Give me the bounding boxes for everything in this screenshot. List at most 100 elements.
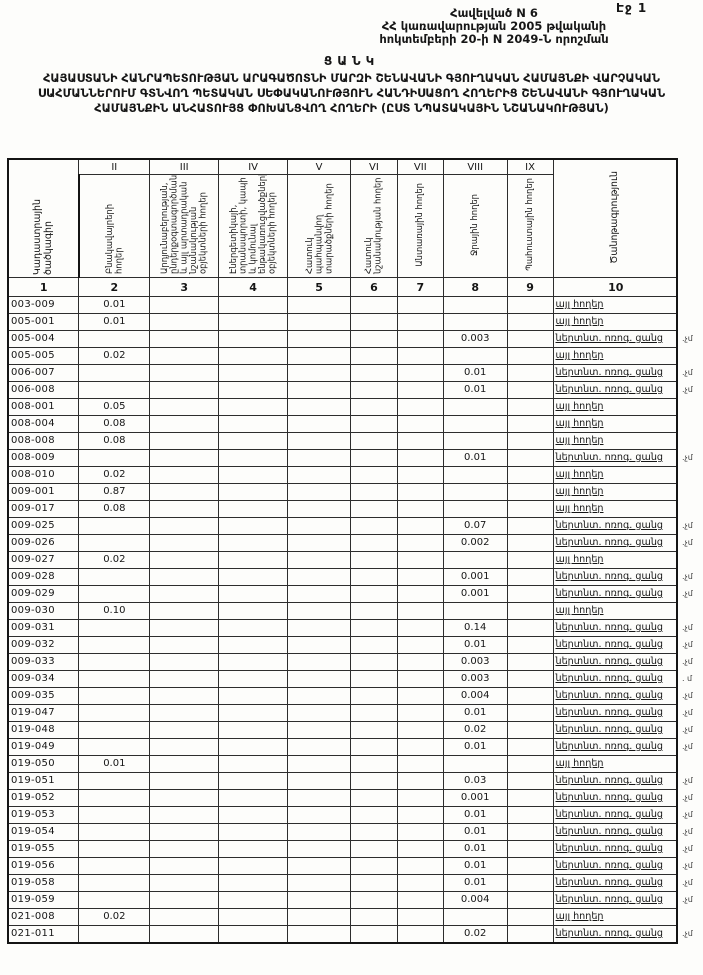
table-row: 003-009 0.01 այլ հողեր bbox=[7, 296, 703, 314]
reserve-value-cell bbox=[506, 313, 554, 331]
margin-note: .չմ bbox=[681, 589, 693, 598]
remark-cell: ներտնտ. ոռոգ. ցանց bbox=[552, 738, 678, 756]
water-value-cell bbox=[442, 466, 508, 484]
cadastral-code-cell: 009-035 bbox=[7, 687, 80, 705]
forest-value-cell bbox=[396, 347, 444, 365]
cadastral-code-cell: 005-005 bbox=[7, 347, 80, 365]
header-residential-lands: Բնակավայրերի հողեր bbox=[77, 174, 151, 278]
infrastructure-value-cell bbox=[218, 313, 289, 331]
industrial-value-cell bbox=[149, 313, 220, 331]
special-purpose-value-cell bbox=[349, 466, 398, 484]
infrastructure-value-cell bbox=[218, 568, 289, 586]
margin-note: .չմ bbox=[681, 708, 693, 717]
water-value-cell bbox=[442, 398, 508, 416]
roman-VI: VI bbox=[349, 158, 398, 175]
table-row: 021-008 0.02 այլ հողեր bbox=[7, 908, 703, 926]
reserve-value-cell bbox=[506, 347, 554, 365]
column-number-row: 1 2 3 4 5 6 7 8 9 10 bbox=[7, 277, 703, 297]
forest-value-cell bbox=[396, 330, 444, 348]
reserve-value-cell bbox=[506, 619, 554, 637]
infrastructure-value-cell bbox=[218, 364, 289, 382]
infrastructure-value-cell bbox=[218, 806, 289, 824]
water-value-cell bbox=[442, 908, 508, 926]
residential-value-cell bbox=[78, 891, 151, 909]
header-special-purpose-lands-label: Հատուկ նշանակության հողեր bbox=[363, 177, 383, 274]
table-row: 019-051 0.03 ներտնտ. ոռոգ. ցանց .չմ bbox=[7, 772, 703, 790]
colnum-1: 1 bbox=[7, 277, 80, 297]
infrastructure-value-cell bbox=[218, 687, 289, 705]
special-purpose-value-cell bbox=[349, 738, 398, 756]
table-row: 005-001 0.01 այլ հողեր bbox=[7, 313, 703, 331]
forest-value-cell bbox=[396, 534, 444, 552]
margin-note bbox=[677, 756, 703, 773]
cadastral-code-cell: 006-007 bbox=[7, 364, 80, 382]
water-value-cell: 0.01 bbox=[442, 364, 508, 382]
cadastral-code-cell: 019-052 bbox=[7, 789, 80, 807]
colnum-2: 2 bbox=[78, 277, 151, 297]
forest-value-cell bbox=[396, 296, 444, 314]
remark-cell: ներտնտ. ոռոգ. ցանց bbox=[552, 704, 678, 722]
protected-value-cell bbox=[287, 755, 351, 773]
water-value-cell bbox=[442, 432, 508, 450]
water-value-cell: 0.004 bbox=[442, 687, 508, 705]
protected-value-cell bbox=[287, 364, 351, 382]
remark-cell: ներտնտ. ոռոգ. ցանց bbox=[552, 874, 678, 892]
industrial-value-cell bbox=[149, 772, 220, 790]
remark-cell: ներտնտ. ոռոգ. ցանց bbox=[552, 670, 678, 688]
margin-note: .չմ bbox=[681, 776, 693, 785]
infrastructure-value-cell bbox=[218, 415, 289, 433]
special-purpose-value-cell bbox=[349, 381, 398, 399]
table-row: 009-017 0.08 այլ հողեր bbox=[7, 500, 703, 518]
water-value-cell bbox=[442, 313, 508, 331]
reserve-value-cell bbox=[506, 755, 554, 773]
remark-cell: այլ հողեր bbox=[552, 500, 678, 518]
residential-value-cell: 0.02 bbox=[78, 347, 151, 365]
special-purpose-value-cell bbox=[349, 449, 398, 467]
protected-value-cell bbox=[287, 551, 351, 569]
infrastructure-value-cell bbox=[218, 636, 289, 654]
remark-cell: այլ հողեր bbox=[552, 466, 678, 484]
water-value-cell: 0.003 bbox=[442, 653, 508, 671]
remark-cell: ներտնտ. ոռոգ. ցանց bbox=[552, 840, 678, 858]
reserve-value-cell bbox=[506, 568, 554, 586]
special-purpose-value-cell bbox=[349, 398, 398, 416]
table-row: 009-033 0.003 ներտնտ. ոռոգ. ցանց .չմ bbox=[7, 653, 703, 671]
margin-note bbox=[677, 603, 703, 620]
infrastructure-value-cell bbox=[218, 857, 289, 875]
margin-note: .չմ bbox=[681, 385, 693, 394]
header-cadastral-code-label: Կադաստրային ծածկագիր bbox=[31, 199, 54, 275]
margin-note bbox=[677, 501, 703, 518]
cadastral-code-cell: 019-055 bbox=[7, 840, 80, 858]
header-remarks-label: Ծանոթագրություն bbox=[609, 170, 621, 264]
forest-value-cell bbox=[396, 653, 444, 671]
residential-value-cell: 0.10 bbox=[78, 602, 151, 620]
industrial-value-cell bbox=[149, 891, 220, 909]
protected-value-cell bbox=[287, 806, 351, 824]
cadastral-code-cell: 019-059 bbox=[7, 891, 80, 909]
residential-value-cell: 0.05 bbox=[78, 398, 151, 416]
special-purpose-value-cell bbox=[349, 908, 398, 926]
water-value-cell: 0.01 bbox=[442, 806, 508, 824]
special-purpose-value-cell bbox=[349, 517, 398, 535]
special-purpose-value-cell bbox=[349, 500, 398, 518]
protected-value-cell bbox=[287, 466, 351, 484]
reserve-value-cell bbox=[506, 908, 554, 926]
special-purpose-value-cell bbox=[349, 296, 398, 314]
decree-line: ՀՀ կառավարության 2005 թվականի bbox=[381, 18, 607, 33]
remark-cell: այլ հողեր bbox=[552, 483, 678, 501]
reserve-value-cell bbox=[506, 517, 554, 535]
industrial-value-cell bbox=[149, 874, 220, 892]
remark-cell: այլ հողեր bbox=[552, 296, 678, 314]
protected-value-cell bbox=[287, 908, 351, 926]
industrial-value-cell bbox=[149, 823, 220, 841]
industrial-value-cell bbox=[149, 381, 220, 399]
special-purpose-value-cell bbox=[349, 313, 398, 331]
residential-value-cell: 0.01 bbox=[78, 755, 151, 773]
roman-VII: VII bbox=[396, 158, 444, 175]
table-row: 019-054 0.01 ներտնտ. ոռոգ. ցանց .չմ bbox=[7, 823, 703, 841]
forest-value-cell bbox=[396, 874, 444, 892]
special-purpose-value-cell bbox=[349, 857, 398, 875]
special-purpose-value-cell bbox=[349, 483, 398, 501]
table-row: 009-031 0.14 ներտնտ. ոռոգ. ցանց .չմ bbox=[7, 619, 703, 637]
infrastructure-value-cell bbox=[218, 908, 289, 926]
